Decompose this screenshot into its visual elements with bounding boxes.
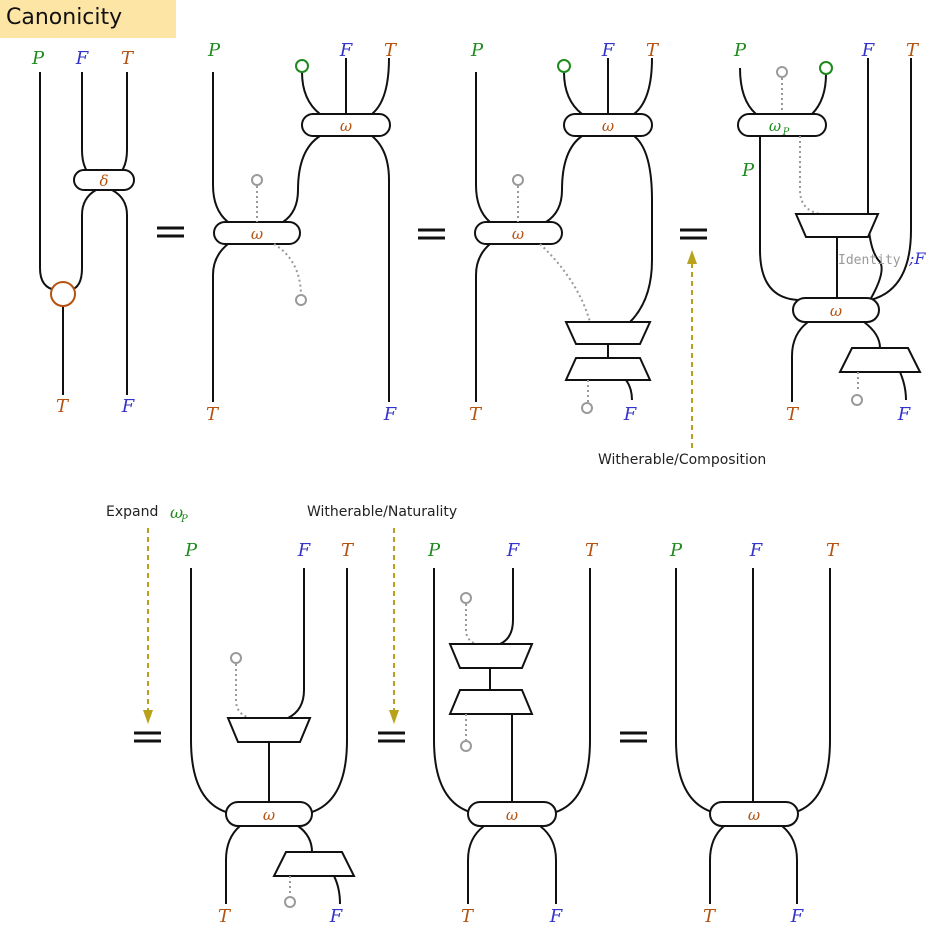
delta-label: δ [99,172,108,190]
label-T: T [703,906,717,926]
label-P: P [733,40,747,61]
label-T: T [341,540,355,561]
label-F: F [861,40,876,61]
label-P: P [741,160,755,181]
label-T: T [206,404,220,425]
trapezoid-filter [448,689,534,715]
label-T: T [384,40,398,61]
trapezoid-filter [272,851,356,877]
unit-circle [819,61,833,75]
label-T: T [121,48,135,69]
label-T: T [786,404,800,425]
label-P: P [470,40,484,61]
expand-omega-sub: P [180,514,188,525]
label-T: T [56,396,70,417]
label-F: F [121,396,136,417]
label-T: T [218,906,232,926]
trapezoid-filter [794,213,880,238]
omega-label: ω [263,806,275,824]
diagram-7: ω P F T T F [669,540,840,926]
expand-omega: ω [170,503,183,522]
omega-node [301,113,391,137]
delta-node [73,169,135,191]
omega-P-sub: P [782,127,790,138]
omega-P-label: ω [769,117,781,135]
expand-annotation: Expand [106,504,158,520]
omega-node [563,113,653,137]
omega-node [792,297,880,323]
page-title: Canonicity [6,5,123,30]
label-F: F [329,906,344,926]
label-F: F [601,40,616,61]
label-T: T [826,540,840,561]
naturality-annotation: Witherable/Naturality [307,504,457,520]
trapezoid-filter [226,717,312,743]
unit-circle [557,59,571,73]
omega-node [225,801,313,827]
diagram-1: δ P F T T F [31,48,136,417]
label-P: P [669,540,683,561]
trapezoid-filter [564,357,652,381]
label-F: F [790,906,805,926]
identity-annotation: Identity [838,253,901,268]
omega-label: ω [512,225,524,243]
diagram-4: ω P ω Identity ;F P F T P T F [733,40,926,425]
label-F: F [623,404,638,425]
trapezoid-filter [838,347,922,373]
omega-label: ω [602,117,614,135]
arrowhead [143,710,153,724]
label-P: P [184,540,198,561]
omega-label: ω [830,302,842,320]
label-P: P [207,40,221,61]
label-P: P [31,48,45,69]
label-F: F [506,540,521,561]
label-F: F [297,540,312,561]
label-F: F [897,404,912,425]
composition-annotation: Witherable/Composition [598,452,766,468]
diagram-5: ω P F T T F [184,540,356,926]
omega-label: ω [748,806,760,824]
omega-P-node [737,113,827,137]
arrowhead [687,250,697,264]
label-T: T [469,404,483,425]
trapezoid-filter [564,321,652,345]
label-F: F [339,40,354,61]
omega-label: ω [506,806,518,824]
label-F: F [549,906,564,926]
omega-node [709,801,799,827]
label-T: T [585,540,599,561]
omega-label: ω [340,117,352,135]
label-F: F [75,48,90,69]
diagram-6: ω P F T T F [427,540,599,926]
diagram-2: ω ω P F T T F [206,40,398,425]
label-T: T [461,906,475,926]
diagram-3: ω ω P F T T F [469,40,660,425]
label-T: T [906,40,920,61]
omega-node [467,801,557,827]
counit-circle [50,281,76,307]
arrowhead [389,710,399,724]
omega-label: ω [251,225,263,243]
label-F: F [383,404,398,425]
trapezoid-filter [448,643,534,669]
unit-circle [295,59,309,73]
label-F: F [749,540,764,561]
identity-suffix: ;F [908,249,926,268]
label-T: T [646,40,660,61]
label-P: P [427,540,441,561]
title-banner: Canonicity [0,0,176,38]
